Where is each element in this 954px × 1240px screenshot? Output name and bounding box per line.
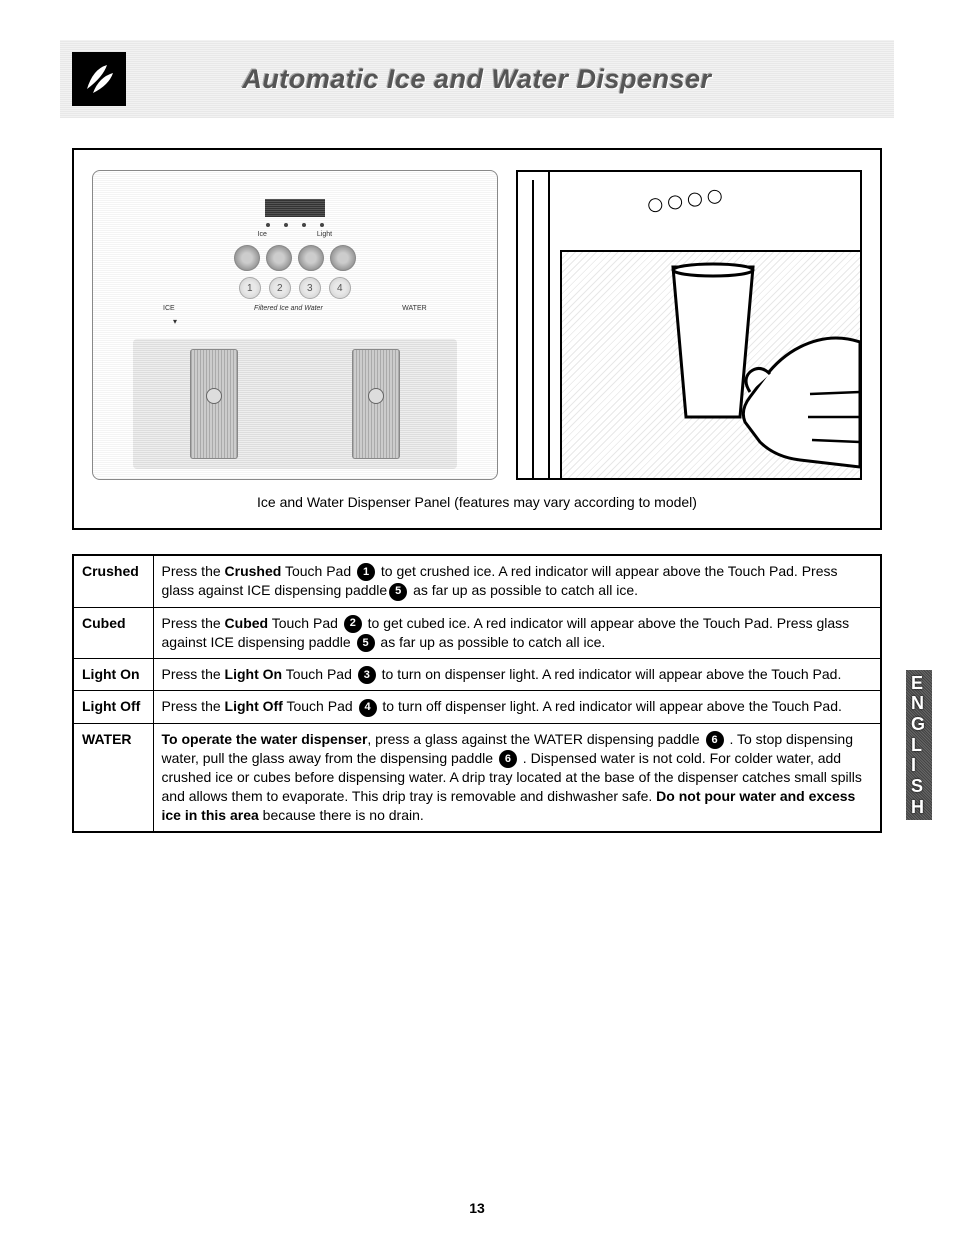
bold-text: Light On bbox=[225, 666, 283, 682]
touchpad-icon bbox=[330, 245, 356, 271]
table-row: CrushedPress the Crushed Touch Pad 1 to … bbox=[73, 555, 881, 607]
figure-row: Ice Light 1 2 3 4 ICE Filtered I bbox=[92, 170, 862, 480]
label-ice: Ice bbox=[258, 231, 267, 238]
table-row: Light OffPress the Light Off Touch Pad 4… bbox=[73, 691, 881, 723]
fridge-edge-line bbox=[548, 172, 550, 478]
arrow-down-icon: ▾ bbox=[173, 317, 177, 326]
ice-paddle bbox=[190, 349, 238, 459]
callout-bubble-icon: 6 bbox=[499, 750, 517, 768]
callout-bubble-icon: 1 bbox=[357, 563, 375, 581]
page-number: 13 bbox=[0, 1200, 954, 1216]
callout-2: 2 bbox=[269, 277, 291, 299]
row-description: Press the Crushed Touch Pad 1 to get cru… bbox=[153, 555, 881, 607]
callout-3: 3 bbox=[299, 277, 321, 299]
language-tab: ENGLISH bbox=[906, 670, 932, 820]
callout-bubble-icon: 3 bbox=[358, 666, 376, 684]
row-label: Crushed bbox=[73, 555, 153, 607]
instruction-tbody: CrushedPress the Crushed Touch Pad 1 to … bbox=[73, 555, 881, 832]
page: Automatic Ice and Water Dispenser Ice Li… bbox=[0, 0, 954, 833]
callout-4: 4 bbox=[329, 277, 351, 299]
callout-bubble-icon: 2 bbox=[344, 615, 362, 633]
table-row: Light OnPress the Light On Touch Pad 3 t… bbox=[73, 659, 881, 691]
table-row: WATERTo operate the water dispenser, pre… bbox=[73, 723, 881, 832]
label-light: Light bbox=[317, 231, 332, 238]
panel-indicator-dots bbox=[266, 223, 324, 227]
water-paddle bbox=[352, 349, 400, 459]
row-label: Light Off bbox=[73, 691, 153, 723]
instruction-table: CrushedPress the Crushed Touch Pad 1 to … bbox=[72, 554, 882, 833]
bold-text: To operate the water dispenser bbox=[162, 731, 368, 747]
figure-caption: Ice and Water Dispenser Panel (features … bbox=[92, 494, 862, 510]
row-description: Press the Light On Touch Pad 3 to turn o… bbox=[153, 659, 881, 691]
leaf-logo-icon bbox=[72, 52, 126, 106]
dispenser-panel-front-diagram: Ice Light 1 2 3 4 ICE Filtered I bbox=[92, 170, 498, 480]
dispenser-recess bbox=[133, 339, 457, 469]
row-label: Cubed bbox=[73, 607, 153, 659]
panel-bottom-labels: ICE Filtered Ice and Water WATER bbox=[93, 305, 497, 312]
bold-text: Crushed bbox=[225, 563, 282, 579]
fridge-edge-line bbox=[532, 180, 534, 478]
touchpad-icon bbox=[298, 245, 324, 271]
row-description: Press the Cubed Touch Pad 2 to get cubed… bbox=[153, 607, 881, 659]
label-ice-paddle: ICE bbox=[163, 305, 175, 312]
touchpad-icon bbox=[234, 245, 260, 271]
page-title: Automatic Ice and Water Dispenser bbox=[242, 64, 711, 95]
row-label: WATER bbox=[73, 723, 153, 832]
touchpad-icon bbox=[266, 245, 292, 271]
callout-bubble-icon: 4 bbox=[359, 699, 377, 717]
hand-icon bbox=[680, 302, 860, 472]
panel-top-labels: Ice Light bbox=[258, 231, 333, 238]
panel-display bbox=[265, 199, 325, 217]
callout-bubble-icon: 5 bbox=[357, 634, 375, 652]
callout-1: 1 bbox=[239, 277, 261, 299]
figure-container: Ice Light 1 2 3 4 ICE Filtered I bbox=[72, 148, 882, 530]
table-row: CubedPress the Cubed Touch Pad 2 to get … bbox=[73, 607, 881, 659]
label-filtered: Filtered Ice and Water bbox=[254, 305, 323, 312]
bold-text: Cubed bbox=[225, 615, 269, 631]
row-label: Light On bbox=[73, 659, 153, 691]
label-water-paddle: WATER bbox=[402, 305, 427, 312]
callout-bubble-icon: 5 bbox=[389, 583, 407, 601]
panel-touchpads bbox=[234, 245, 356, 271]
language-tab-text: ENGLISH bbox=[911, 673, 927, 818]
panel-buttons-perspective bbox=[647, 189, 722, 213]
panel-callout-numbers: 1 2 3 4 bbox=[239, 277, 351, 299]
header-banner: Automatic Ice and Water Dispenser bbox=[60, 40, 894, 118]
callout-bubble-icon: 6 bbox=[706, 731, 724, 749]
row-description: To operate the water dispenser, press a … bbox=[153, 723, 881, 832]
bold-text: Light Off bbox=[225, 698, 283, 714]
dispenser-usage-diagram bbox=[516, 170, 862, 480]
row-description: Press the Light Off Touch Pad 4 to turn … bbox=[153, 691, 881, 723]
bold-text: Do not pour water and excess ice in this… bbox=[162, 788, 856, 823]
